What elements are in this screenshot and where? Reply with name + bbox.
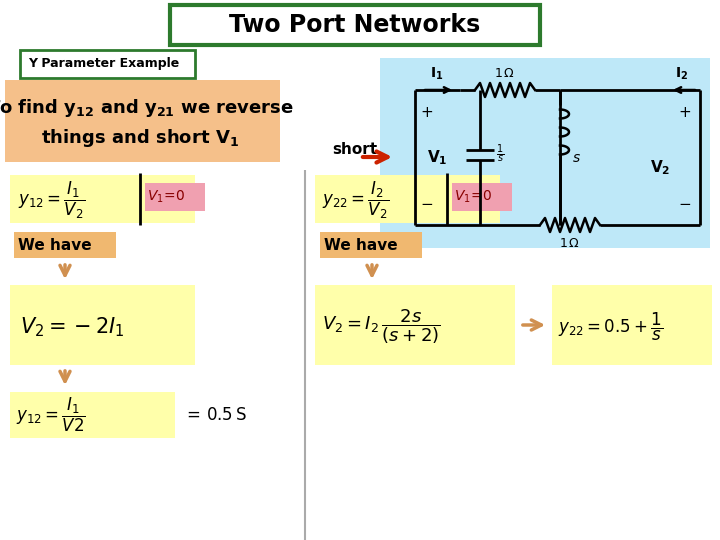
Bar	[20, 50, 195, 78]
Bar	[10, 175, 195, 223]
Text: short: short	[333, 143, 377, 158]
Bar	[552, 285, 712, 365]
Text: things and short $\mathbf{V_1}$: things and short $\mathbf{V_1}$	[41, 127, 239, 149]
Text: $\frac{1}{s}$: $\frac{1}{s}$	[496, 142, 504, 165]
Text: $-$: $-$	[420, 195, 433, 210]
Text: $\mathbf{I_1}$: $\mathbf{I_1}$	[431, 65, 444, 82]
Text: $y_{12}=\dfrac{I_1}{V2}$: $y_{12}=\dfrac{I_1}{V2}$	[16, 396, 86, 434]
Text: $+$: $+$	[678, 105, 691, 120]
Text: To find $\mathbf{y_{12}}$ and $\mathbf{y_{21}}$ we reverse: To find $\mathbf{y_{12}}$ and $\mathbf{y…	[0, 97, 293, 119]
Bar	[10, 285, 195, 365]
Bar	[320, 232, 422, 258]
Text: $y_{22}=\dfrac{I_2}{V_2}$: $y_{22}=\dfrac{I_2}{V_2}$	[322, 179, 390, 221]
Text: Two Port Networks: Two Port Networks	[230, 13, 481, 37]
Text: $\mathbf{I_2}$: $\mathbf{I_2}$	[675, 65, 688, 82]
Text: $\mathbf{V_2}$: $\mathbf{V_2}$	[650, 158, 670, 177]
Text: $-$: $-$	[678, 195, 691, 210]
Text: $1\,\Omega$: $1\,\Omega$	[559, 237, 580, 250]
Text: $y_{12}=\dfrac{I_1}{V_2}$: $y_{12}=\dfrac{I_1}{V_2}$	[18, 179, 85, 221]
Bar	[5, 80, 280, 162]
Text: $\mathbf{V_1}$: $\mathbf{V_1}$	[427, 148, 448, 167]
Bar	[315, 285, 515, 365]
Text: $V_1\!=\!0$: $V_1\!=\!0$	[147, 189, 186, 205]
Bar	[145, 183, 205, 211]
Text: Y Parameter Example: Y Parameter Example	[28, 57, 179, 71]
Bar	[170, 5, 540, 45]
Bar	[14, 232, 116, 258]
Text: $V_2=I_2\,\dfrac{2s}{(s+2)}$: $V_2=I_2\,\dfrac{2s}{(s+2)}$	[322, 308, 441, 346]
Text: $+$: $+$	[420, 105, 433, 120]
Text: $V_1\!=\!0$: $V_1\!=\!0$	[454, 189, 492, 205]
Text: $=\,0.5\,\mathrm{S}$: $=\,0.5\,\mathrm{S}$	[183, 406, 247, 424]
Text: $s$: $s$	[572, 151, 581, 165]
Bar	[452, 183, 512, 211]
Text: We have: We have	[324, 238, 397, 253]
Bar	[380, 58, 710, 248]
Text: $y_{22}=0.5+\dfrac{1}{s}$: $y_{22}=0.5+\dfrac{1}{s}$	[558, 311, 663, 343]
Text: $1\,\Omega$: $1\,\Omega$	[495, 67, 516, 80]
Text: We have: We have	[18, 238, 91, 253]
Bar	[315, 175, 500, 223]
Bar	[10, 392, 175, 438]
Text: $V_2=-2I_1$: $V_2=-2I_1$	[20, 315, 125, 339]
